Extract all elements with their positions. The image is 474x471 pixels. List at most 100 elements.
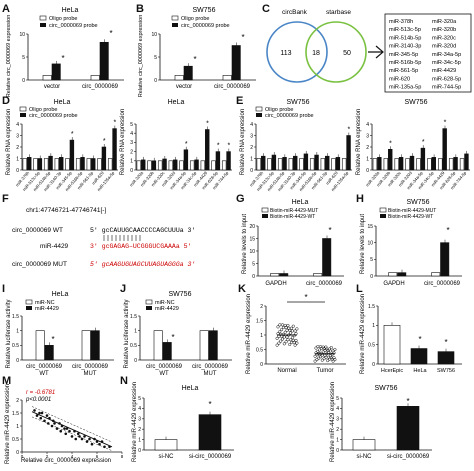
panel-h-y-tick-label: 10 [367,240,373,246]
panel-b-bar [183,65,193,81]
mirna-item: miR-378h [389,19,413,25]
panel-e2-title: SW756 [405,99,428,106]
panel-i-y-tick-label: 0 [16,358,19,364]
panel-k-point [290,329,294,333]
mirna-item: miR-320c [432,35,456,41]
panel-k-point [279,339,283,343]
legend-swatch-probe [20,113,26,117]
panel-h-ylabel: Relative levels to input [360,214,366,274]
mirna-item: miR-516b-5p [389,60,421,66]
panel-k-ylabel: Relative miR-4429 expression [246,294,252,374]
legend-oligo: Oligo probe [29,107,57,113]
panel-e-bar [331,158,336,171]
panel-n: HeLa SW756 Relative miR-4429 expression … [132,382,430,462]
panel-a-bar [42,75,52,81]
panel-g-bar [322,238,332,277]
panel-e2-bar [388,149,393,171]
legend-swatch-probe [40,23,46,27]
panel-h-star: * [446,226,449,235]
legend-nc: miR-NC [35,300,55,306]
panel-n-left-xtick-0: si-NC [159,454,175,460]
panel-d-y-tick-label: 0 [16,168,19,174]
panel-m-point [64,432,68,436]
panel-e2-bar [438,158,443,171]
panel-l-star-0: * [418,335,421,344]
legend-swatch-probe [172,23,178,27]
panel-e-y-tick-label: 1 [250,156,253,162]
panel-m-x-tick-label: 2 [46,454,49,459]
panel-g-bar [270,273,280,277]
panel-l-y-tick-label: 1 [372,323,375,329]
base-pair-lines [103,235,141,241]
panel-d2-title: HeLa [168,99,185,106]
panel-l-xtick-1: HeLa [413,368,427,374]
panel-i: HeLa miR-NC miR-4429 Relative luciferase… [6,291,109,377]
panel-letter-f: F [2,193,9,205]
panel-j-sub-0: WT [159,371,169,377]
panel-k-point [329,356,333,360]
panel-k: Relative miR-4429 expression Normal Tumo… [246,293,334,374]
panel-e2-bar [372,158,378,171]
panel-d2-bar [162,158,167,171]
panel-k-point [316,345,320,349]
panel-d-bar [97,158,102,171]
panel-k-point [315,358,319,362]
panel-d-y-tick-label: 4 [16,122,19,128]
panel-j-y-tick-label: 1.5 [130,314,137,320]
legend-probe: circ_0000069 probe [181,23,230,29]
panel-m-point [33,409,36,412]
venn-right-count: 50 [343,50,351,57]
panel-e-title: SW756 [287,99,310,106]
panel-d-ylabel: Relative RNA expression [6,109,12,175]
legend-wt: Biotin-miR-4429-WT [388,214,433,220]
panel-k-point [321,345,325,349]
panel-n-left-star: * [208,400,211,409]
panel-d-bar [37,158,43,171]
panel-b-bar [174,75,184,81]
panel-l: Relative miR-4429 expression HcerEpic He… [360,294,455,374]
panel-j-title: SW756 [169,291,192,298]
panel-g-bar [313,273,323,277]
panel-e2-bar [416,158,421,171]
mut-label: circ_0000069 MUT [12,261,67,268]
panel-k-point [275,336,279,340]
panel-g-title: HeLa [292,199,309,206]
panel-k-point [326,359,330,363]
panel-letter-l: L [356,283,363,295]
panel-i-bar [44,345,54,361]
panel-k-point [280,323,285,327]
legend-probe: circ_0000069 probe [29,113,78,119]
panel-k-point [288,342,292,347]
panel-e-bar [314,154,319,171]
panel-d-bar [33,158,38,171]
venn-left-circle [266,21,328,83]
legend-oligo: Oligo probe [49,16,77,22]
panel-a-star-1: * [109,29,112,38]
mirna-list-box [384,13,472,93]
panel-b-star-0: * [193,55,196,64]
panel-n-left-bar [154,439,178,451]
panel-j: SW756 miR-NC miR-4429 Relative luciferas… [124,291,229,377]
panel-b-xtick-1: circ_0000069 [214,84,251,90]
panel-a-star-0: * [61,54,64,63]
panel-letter-m: M [2,375,11,387]
panel-b-star-1: * [241,33,244,42]
panel-k-point [325,347,329,351]
panel-n-right-xtick-1: si-circ_0000069 [387,454,430,460]
panel-letter-i: I [2,283,5,295]
panel-m-point [78,435,81,438]
panel-l-bar [437,351,455,365]
panel-b-y-tick-label: 10 [151,32,157,38]
panel-letter-g: G [236,193,245,205]
panel-e-bar [261,155,266,171]
panel-m-point [43,419,46,423]
panel-k-point [320,358,324,362]
panel-f: chr1:47746721-47746741[-] circ_0000069 W… [12,207,195,268]
panel-m-point [90,442,94,446]
panel-m-p: p<0.0001 [25,397,51,403]
panel-d2-bar [183,149,189,171]
panel-letter-b: B [136,3,144,15]
venn-overlap-count: 18 [312,50,320,57]
panel-e-y-tick-label: 2 [250,145,253,151]
panel-k-xtick-0: Normal [277,368,296,374]
